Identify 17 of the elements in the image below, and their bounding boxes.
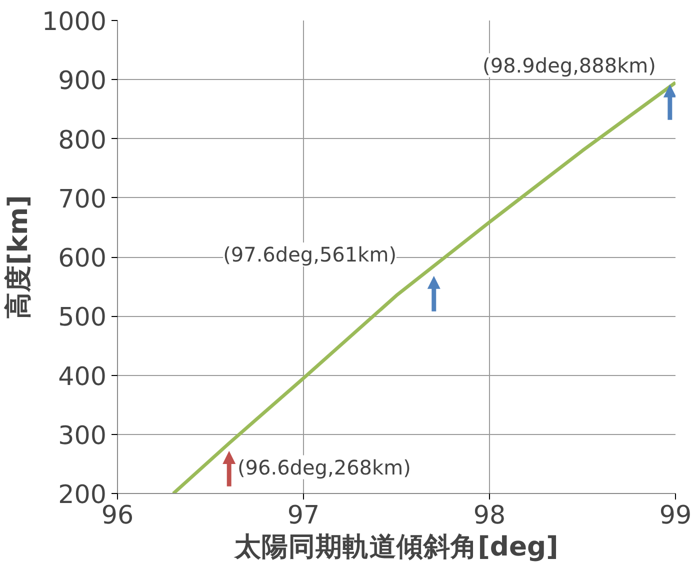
y-tick-label: 900 bbox=[58, 65, 106, 96]
x-axis-title: 太陽同期軌道傾斜角[deg] bbox=[234, 532, 558, 562]
y-tick-label: 700 bbox=[58, 183, 106, 214]
x-tick-label: 98 bbox=[473, 500, 506, 530]
annotation: (98.9deg,888km) bbox=[482, 53, 656, 78]
y-axis-title: 高度[km] bbox=[3, 195, 34, 319]
line-series bbox=[172, 80, 676, 494]
x-tick-label: 97 bbox=[287, 500, 320, 530]
y-tick-label: 300 bbox=[58, 420, 106, 450]
y-tick-label: 500 bbox=[58, 302, 106, 332]
y-tick-label: 600 bbox=[58, 242, 106, 272]
x-tick-label: 99 bbox=[659, 500, 692, 530]
y-tick-label: 400 bbox=[58, 360, 106, 391]
annotation: (96.6deg,268km) bbox=[237, 455, 411, 480]
y-tick-label: 800 bbox=[58, 124, 106, 154]
y-tick-label: 1000 bbox=[42, 6, 107, 36]
annotation: (97.6deg,561km) bbox=[223, 242, 397, 266]
